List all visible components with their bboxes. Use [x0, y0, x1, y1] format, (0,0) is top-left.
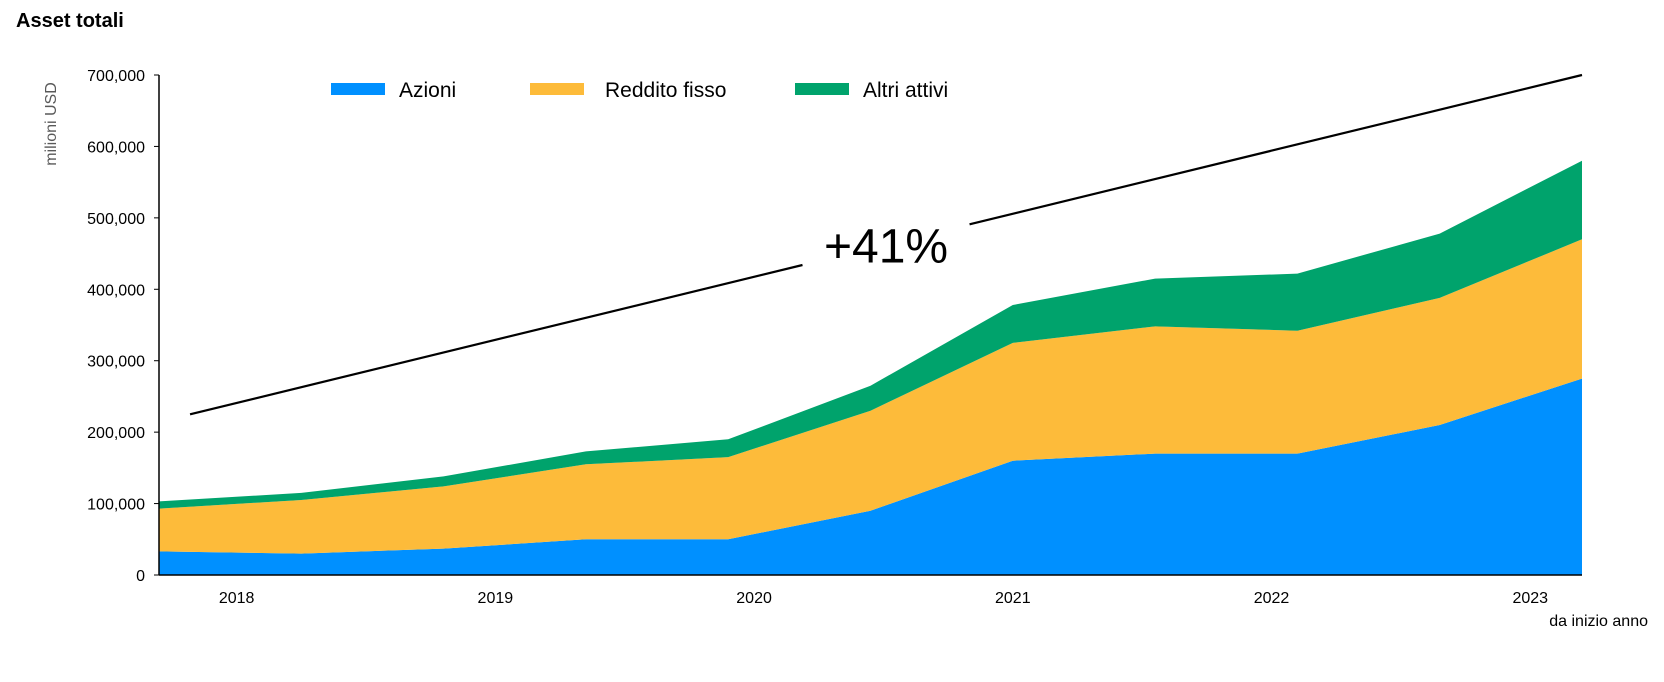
- y-tick-label: 500,000: [87, 211, 145, 228]
- y-tick-label: 600,000: [87, 139, 145, 156]
- x-tick-note: da inizio anno: [1549, 613, 1648, 630]
- x-tick-label: 2018: [219, 590, 255, 607]
- x-tick-label: 2019: [478, 590, 514, 607]
- area-reddito-fisso: [159, 239, 1582, 554]
- x-tick-label: 2022: [1254, 590, 1290, 607]
- y-axis-label: milioni USD: [43, 82, 60, 166]
- y-tick-label: 0: [136, 568, 145, 585]
- legend: Azioni Reddito fisso Altri attivi: [331, 79, 948, 102]
- legend-swatch: [530, 83, 584, 95]
- y-tick-label: 700,000: [87, 68, 145, 85]
- series-areas: [159, 160, 1582, 575]
- y-tick-label: 400,000: [87, 282, 145, 299]
- x-tick-label: 2021: [995, 590, 1031, 607]
- y-axis: 0 100,000 200,000 300,000 400,000 500,000 600,…: [87, 68, 159, 585]
- legend-label: Reddito fisso: [605, 79, 726, 102]
- y-tick-label: 200,000: [87, 425, 145, 442]
- area-azioni: [159, 378, 1582, 575]
- legend-swatch: [331, 83, 385, 95]
- y-tick-label: 300,000: [87, 354, 145, 371]
- growth-label: +41%: [824, 221, 948, 274]
- trend-line-right: [969, 73, 1583, 226]
- chart-title: Asset totali: [16, 10, 124, 32]
- growth-annotation: +41%: [189, 73, 1583, 416]
- legend-swatch: [795, 83, 849, 95]
- y-tick-label: 100,000: [87, 497, 145, 514]
- trend-line-left: [189, 263, 803, 416]
- x-tick-label: 2020: [736, 590, 772, 607]
- legend-label: Azioni: [399, 79, 456, 102]
- x-tick-label: 2023: [1512, 590, 1548, 607]
- legend-label: Altri attivi: [863, 79, 948, 102]
